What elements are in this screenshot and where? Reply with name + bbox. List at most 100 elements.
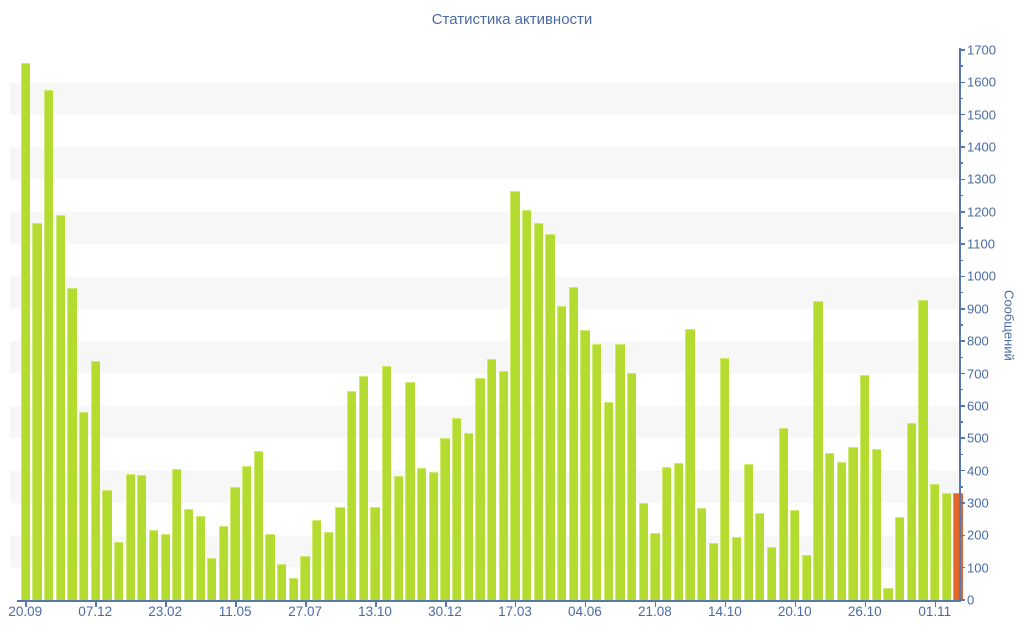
bar[interactable] bbox=[277, 564, 287, 600]
bar[interactable] bbox=[20, 62, 30, 600]
bar[interactable] bbox=[860, 375, 870, 600]
bar[interactable] bbox=[125, 473, 135, 600]
bar[interactable] bbox=[78, 412, 89, 600]
bar[interactable] bbox=[55, 215, 65, 600]
bar[interactable] bbox=[661, 466, 672, 600]
bar[interactable] bbox=[720, 358, 730, 600]
bar[interactable] bbox=[743, 464, 753, 600]
y-major-tick bbox=[960, 437, 965, 439]
bar[interactable] bbox=[813, 301, 823, 600]
bar[interactable] bbox=[673, 463, 683, 600]
bar[interactable] bbox=[265, 533, 275, 600]
bar[interactable] bbox=[405, 381, 415, 600]
bar[interactable] bbox=[172, 468, 182, 600]
bar[interactable] bbox=[790, 510, 800, 600]
y-tick-label: 700 bbox=[967, 366, 989, 382]
y-major-tick bbox=[960, 534, 965, 537]
bar[interactable] bbox=[32, 223, 42, 600]
bar[interactable] bbox=[102, 490, 112, 600]
bar[interactable] bbox=[755, 512, 765, 600]
x-major-tick bbox=[934, 602, 937, 607]
bar[interactable] bbox=[883, 587, 893, 600]
bar[interactable] bbox=[778, 428, 788, 600]
bar[interactable] bbox=[825, 453, 835, 600]
y-tick-label: 1500 bbox=[967, 107, 996, 123]
bar[interactable] bbox=[312, 520, 322, 600]
bar[interactable] bbox=[323, 532, 334, 600]
bar[interactable] bbox=[766, 546, 777, 600]
bar-highlighted[interactable] bbox=[953, 492, 963, 600]
bar[interactable] bbox=[347, 391, 357, 600]
bar[interactable] bbox=[545, 234, 555, 600]
bar[interactable] bbox=[382, 366, 392, 600]
bar[interactable] bbox=[801, 555, 812, 600]
bar[interactable] bbox=[871, 449, 882, 600]
bar[interactable] bbox=[487, 358, 497, 600]
bar[interactable] bbox=[918, 300, 928, 600]
bar[interactable] bbox=[90, 360, 100, 600]
y-minor-tick bbox=[960, 97, 963, 100]
bar[interactable] bbox=[463, 432, 473, 600]
bar[interactable] bbox=[533, 223, 543, 600]
bar[interactable] bbox=[906, 422, 917, 600]
bar[interactable] bbox=[475, 377, 485, 600]
bar[interactable] bbox=[708, 542, 718, 600]
bar[interactable] bbox=[615, 344, 625, 600]
y-tick-label: 0 bbox=[967, 592, 975, 608]
bar[interactable] bbox=[895, 516, 905, 600]
bar[interactable] bbox=[417, 467, 427, 600]
x-major-tick bbox=[724, 602, 727, 607]
bar[interactable] bbox=[137, 475, 147, 600]
bar[interactable] bbox=[580, 329, 590, 600]
bar[interactable] bbox=[930, 484, 940, 600]
bar[interactable] bbox=[253, 451, 264, 600]
y-major-tick bbox=[960, 49, 965, 51]
bar[interactable] bbox=[521, 210, 532, 600]
bar[interactable] bbox=[288, 578, 299, 600]
bar[interactable] bbox=[428, 471, 438, 600]
bar[interactable] bbox=[685, 329, 695, 600]
bar[interactable] bbox=[556, 305, 567, 600]
bar[interactable] bbox=[113, 541, 124, 600]
y-tick-label: 600 bbox=[967, 398, 989, 414]
bar[interactable] bbox=[603, 401, 613, 600]
y-major-tick bbox=[960, 566, 965, 569]
x-major-tick bbox=[445, 602, 447, 607]
bar[interactable] bbox=[183, 509, 194, 600]
bar[interactable] bbox=[452, 418, 462, 600]
y-tick-label: 100 bbox=[967, 560, 989, 576]
x-major-tick bbox=[165, 602, 167, 607]
bar[interactable] bbox=[731, 537, 742, 600]
bar[interactable] bbox=[148, 530, 159, 600]
bar[interactable] bbox=[358, 376, 369, 600]
bar[interactable] bbox=[650, 533, 660, 600]
bar[interactable] bbox=[160, 533, 170, 600]
bar[interactable] bbox=[242, 465, 252, 600]
y-major-tick bbox=[960, 308, 965, 310]
x-axis-line bbox=[17, 600, 961, 602]
bar[interactable] bbox=[300, 556, 310, 600]
bar[interactable] bbox=[393, 476, 404, 600]
bar[interactable] bbox=[941, 493, 952, 600]
bar[interactable] bbox=[370, 506, 380, 600]
x-tick-label: 26.10 bbox=[847, 604, 882, 619]
bar[interactable] bbox=[836, 462, 847, 600]
bar[interactable] bbox=[626, 372, 637, 600]
bar[interactable] bbox=[510, 190, 520, 600]
bar[interactable] bbox=[498, 370, 508, 600]
bar[interactable] bbox=[568, 286, 578, 600]
bar[interactable] bbox=[230, 486, 240, 600]
y-minor-tick bbox=[960, 324, 963, 326]
bar[interactable] bbox=[440, 437, 450, 600]
bar[interactable] bbox=[195, 515, 205, 600]
bar[interactable] bbox=[848, 446, 858, 600]
y-major-tick bbox=[960, 405, 965, 407]
bar[interactable] bbox=[638, 502, 648, 600]
bar[interactable] bbox=[335, 506, 345, 600]
bar[interactable] bbox=[591, 344, 602, 600]
bar[interactable] bbox=[696, 508, 707, 600]
bar[interactable] bbox=[43, 90, 54, 600]
bar[interactable] bbox=[67, 287, 77, 600]
bar[interactable] bbox=[207, 557, 217, 600]
bar[interactable] bbox=[218, 525, 229, 600]
